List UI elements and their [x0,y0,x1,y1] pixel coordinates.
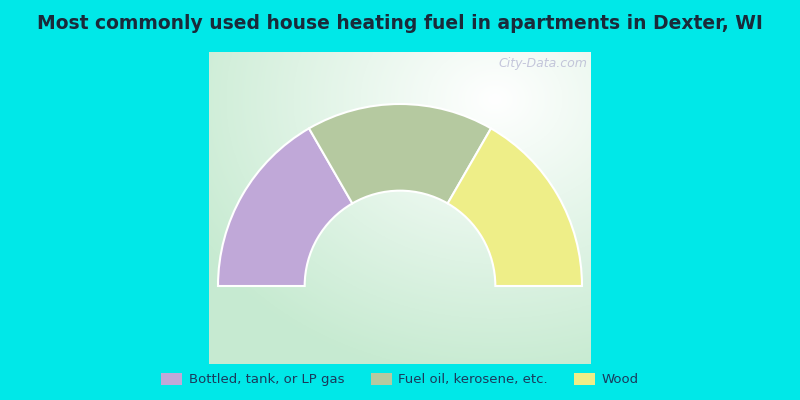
Legend: Bottled, tank, or LP gas, Fuel oil, kerosene, etc., Wood: Bottled, tank, or LP gas, Fuel oil, kero… [156,368,644,392]
Wedge shape [218,128,352,286]
Text: City-Data.com: City-Data.com [498,57,587,70]
Text: Most commonly used house heating fuel in apartments in Dexter, WI: Most commonly used house heating fuel in… [37,14,763,33]
Wedge shape [448,128,582,286]
Wedge shape [309,104,491,204]
